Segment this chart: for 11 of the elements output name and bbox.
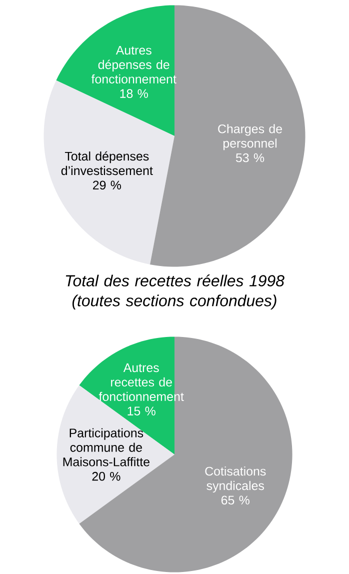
data-label: 18 % (120, 89, 148, 98)
data-label: 65 % (221, 496, 250, 505)
slice-label: Cotisations syndicales (205, 466, 266, 493)
slice-label: Total dépenses d’investissement (61, 151, 153, 176)
chart-title: Total des recettes réelles 1998 (toutes sections confondues) (66, 274, 284, 310)
data-label: 53 % (236, 153, 264, 162)
data-label: 20 % (92, 472, 120, 481)
data-label: 29 % (93, 180, 121, 190)
slice-label: Participations commune de Maisons-Laffitte (63, 428, 150, 466)
slice-label: Charges de personnel (218, 124, 282, 150)
data-label: 15 % (128, 406, 156, 416)
